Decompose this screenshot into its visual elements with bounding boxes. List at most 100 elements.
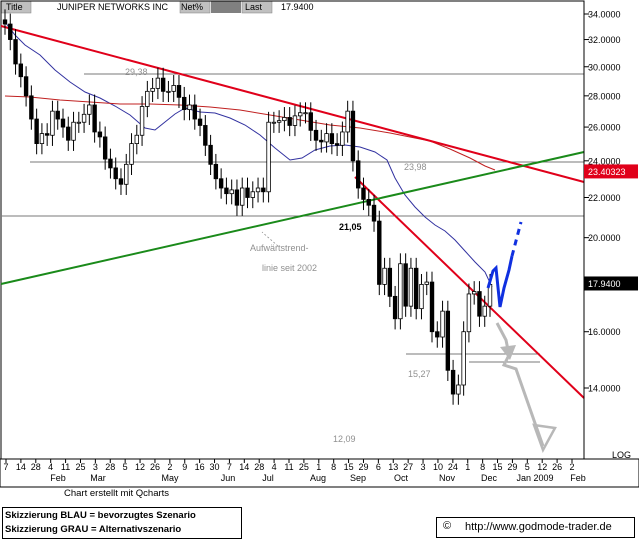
x-axis: 7 14 28 4 11 25 3 28 5 12 26 2 9 16 30 7 14 28 4 11 25 1 8 15 29… [3,459,586,483]
moving-average-short [4,21,493,288]
x-month-label: Jul [262,473,274,483]
header-bar: Title JUNIPER NETWORKS INC Net% Last 17.… [0,0,639,14]
x-tick-label: 13 [388,462,398,472]
trendline-red-minor [354,176,585,399]
price-badge-bg [584,276,638,291]
candle [424,271,429,296]
candle [23,66,29,107]
candle [313,119,319,151]
scenario-grey-path [495,322,545,447]
candle [308,102,313,142]
x-tick-label: 5 [525,462,530,472]
y-tick-label: 30.0000 [588,62,621,72]
y-tick-label: 14.0000 [588,384,621,394]
candle [477,281,482,327]
candle [324,123,329,153]
candle [266,111,271,203]
candle [334,133,340,156]
x-tick-label: 12 [537,462,547,472]
x-month-label: Sep [350,473,366,483]
x-tick-label: 1 [316,462,321,472]
candle [160,67,166,103]
candle [203,115,208,156]
trendline-red-major [0,25,585,183]
annotation-line-2: linie seit 2002 [262,263,317,273]
candle [413,257,419,320]
x-month-label: Aug [310,473,326,483]
candle [187,94,192,121]
candle [197,108,203,137]
credit-text: Chart erstellt mit Qcharts [64,488,170,499]
x-tick-label: 2 [569,462,574,472]
price-badge-bg [584,164,638,179]
candle [29,85,34,130]
candle [398,253,403,330]
x-tick-label: 26 [150,462,160,472]
candle [8,13,13,51]
candle [60,108,66,138]
candle [450,359,456,405]
x-axis-frame [0,458,639,488]
candle [92,94,97,143]
x-month-label: Feb [50,473,66,483]
y-tick-label: 34.0000 [588,10,621,20]
candle [102,126,108,170]
level-label-12-09: 12,09 [333,434,356,444]
candle [240,177,245,216]
scenario-blue-solid [486,255,514,308]
x-tick-label: 7 [3,462,8,472]
moving-average-long [4,95,496,171]
price-badges: 23.40323 17.9400 [584,164,638,291]
y-tick-label: 32.0000 [588,35,621,45]
candle [471,281,477,305]
x-tick-label: 10 [433,462,443,472]
candle [218,168,224,199]
x-tick-label: 11 [284,462,293,472]
x-tick-label: 24 [448,462,458,472]
title-value: JUNIPER NETWORKS INC [57,2,169,12]
candle [66,116,71,151]
scenario-grey-arrowhead-lower [532,423,557,454]
candle [429,271,435,343]
copyright-symbol: © [443,520,452,532]
candle [39,123,45,155]
x-month-label: Feb [570,473,586,483]
scenario-legend: Skizzierung BLAU = bevorzugtes Szenario … [2,507,242,539]
annotation-leader [261,231,279,247]
x-tick-label: 11 [61,462,70,472]
candle [108,148,113,179]
candle [255,177,261,203]
candle [419,274,424,320]
candle [145,80,150,118]
candlesticks [2,9,493,405]
candle [71,111,76,151]
annotation-line-1: Aufwärtstrend- [250,243,309,253]
candle [287,107,292,137]
x-month-label: Nov [439,473,456,483]
x-tick-label: 28 [254,462,264,472]
candle [13,29,18,75]
x-month-label: May [161,473,179,483]
x-tick-label: 8 [331,462,336,472]
candle [34,108,39,155]
level-label-23-98: 23,98 [404,162,427,172]
candle [456,374,461,405]
last-value: 17.9400 [281,2,314,12]
y-tick-label: 24.0000 [588,156,621,166]
copyright-box: © http://www.godmode-trader.de [436,517,635,538]
candle [340,121,345,156]
x-tick-label: 5 [123,462,128,472]
candle [192,94,197,130]
x-tick-label: 28 [31,462,41,472]
candle [408,257,414,317]
x-tick-label: 15 [493,462,503,472]
source-url[interactable]: http://www.godmode-trader.de [465,521,612,533]
x-tick-label: 1 [465,462,470,472]
candle [271,111,277,133]
candle [76,111,82,133]
scenario-grey-arrowhead-upper [500,345,516,360]
last-label: Last [245,2,263,12]
scenario-blue-dashed [510,221,523,257]
candle [403,253,408,317]
x-tick-label: 6 [376,462,381,472]
